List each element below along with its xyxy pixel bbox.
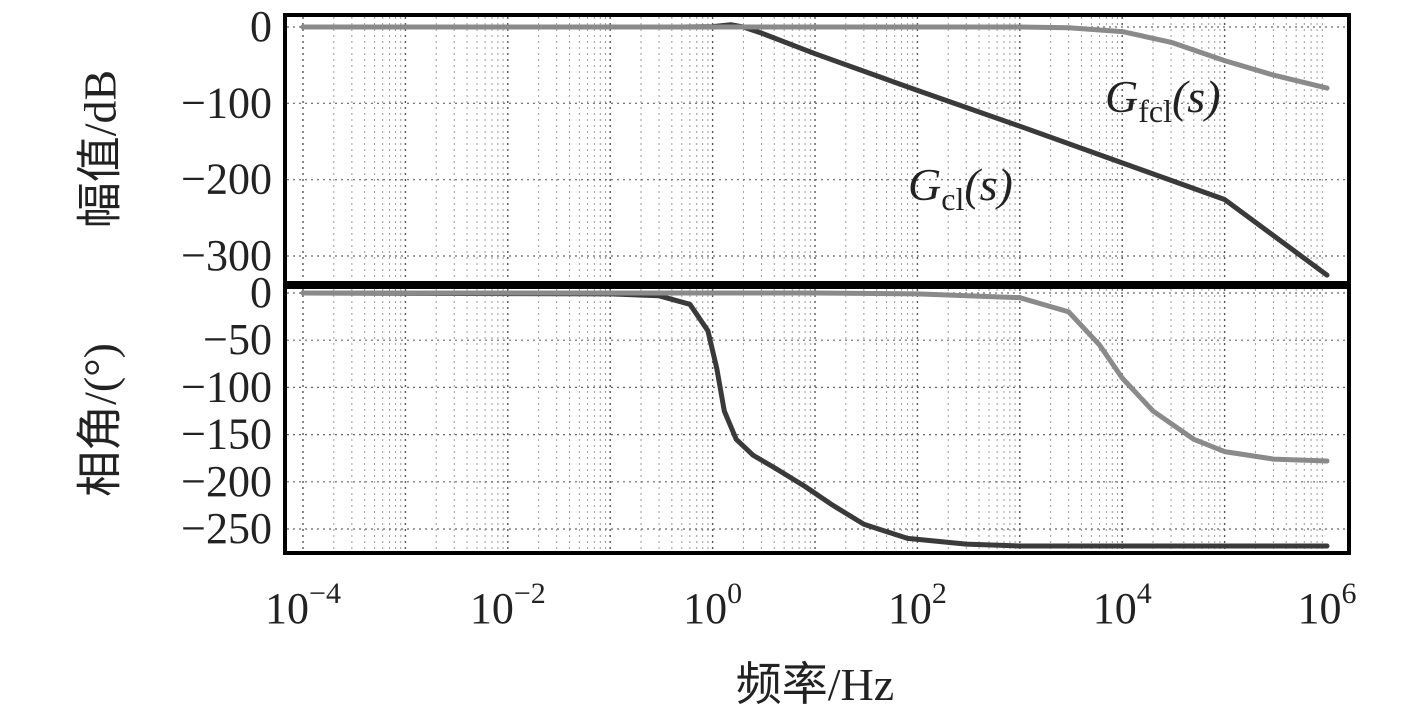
magnitude-series <box>300 22 1330 278</box>
y-tick-label: −150 <box>181 410 272 459</box>
series-label-gfcl: Gfcl(s) <box>1105 71 1221 129</box>
y-tick-label: −200 <box>181 155 272 204</box>
x-tick-label: 102 <box>888 577 947 633</box>
y-tick-label: 0 <box>250 268 272 317</box>
magnitude-y-ticks: 0 −100 −200 −300 <box>181 2 272 280</box>
x-tick-label: 100 <box>683 577 742 633</box>
series-label-gcl: Gcl(s) <box>908 159 1013 217</box>
magnitude-y-label: 幅值/dB <box>75 70 126 228</box>
y-tick-label: −100 <box>181 78 272 127</box>
magnitude-panel: 0 −100 −200 −300 幅值/dB Gfcl(s) Gcl(s) <box>75 2 1351 285</box>
phase-y-ticks: 0−50−100−150−200−250 <box>181 268 272 553</box>
magnitude-frame <box>283 13 1351 285</box>
phase-frame <box>283 285 1351 555</box>
x-axis-ticks: 10−4 10−2 100 102 104 106 <box>265 577 1356 633</box>
y-tick-label: −200 <box>181 457 272 506</box>
x-tick-label: 104 <box>1093 577 1152 633</box>
y-tick-label: −300 <box>181 231 272 280</box>
x-tick-label: 106 <box>1298 577 1357 633</box>
x-axis-label: 频率/Hz <box>736 659 894 710</box>
phase-panel: 0−50−100−150−200−250 相角/(°) <box>75 268 1351 555</box>
x-tick-label: 10−2 <box>470 577 546 633</box>
x-tick-label: 10−4 <box>265 577 341 633</box>
y-tick-label: 0 <box>250 2 272 51</box>
phase-curve-gfcl <box>300 290 1330 464</box>
phase-grid <box>287 289 1347 551</box>
phase-y-label: 相角/(°) <box>75 343 126 497</box>
phase-series <box>300 290 1330 549</box>
y-tick-label: −250 <box>181 504 272 553</box>
y-tick-label: −50 <box>203 315 272 364</box>
y-tick-label: −100 <box>181 362 272 411</box>
magnitude-curve-gfcl <box>300 24 1330 91</box>
phase-curve-gcl <box>300 290 1330 549</box>
